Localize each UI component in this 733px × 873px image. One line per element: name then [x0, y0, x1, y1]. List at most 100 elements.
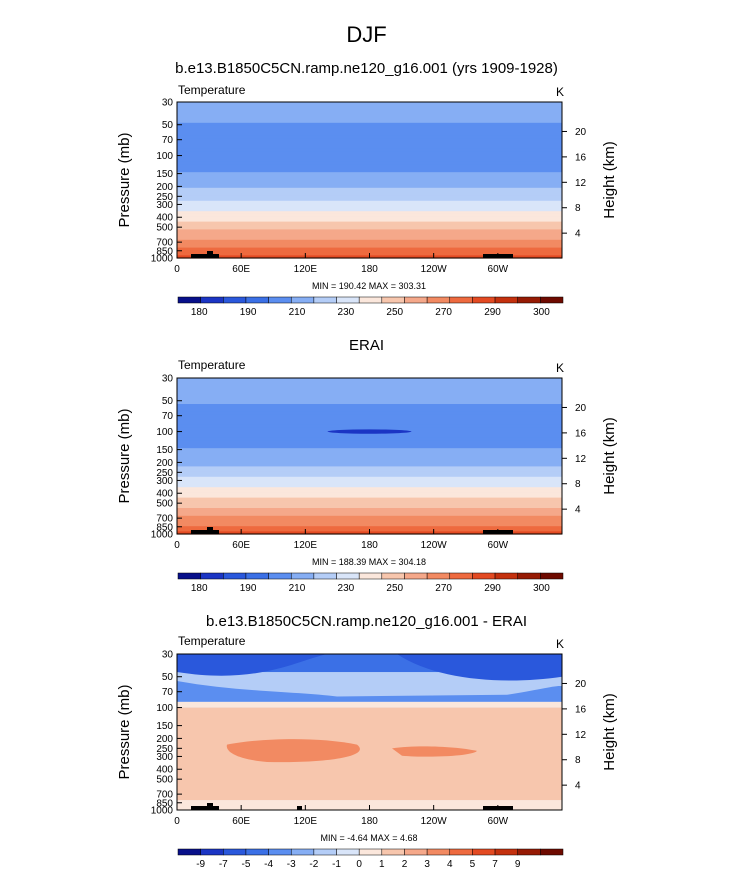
y-tick-label: 70	[162, 411, 174, 422]
right-y-tick-label: 12	[575, 178, 587, 189]
temperature-band	[177, 242, 562, 246]
temperature-band	[177, 487, 562, 491]
temperature-band	[177, 200, 562, 204]
topography-mark	[191, 254, 219, 258]
panel-2-units: K	[556, 361, 565, 375]
y-tick-label: 700	[156, 514, 173, 525]
temperature-band	[177, 172, 562, 176]
colorbar-swatch	[404, 572, 428, 580]
x-tick-label: 180	[361, 540, 378, 551]
y-tick-label: 300	[156, 752, 173, 763]
y-tick-label: 500	[156, 775, 173, 786]
colorbar-label: -4	[264, 859, 273, 870]
temperature-band	[177, 495, 562, 499]
temperature-band	[177, 419, 562, 423]
right-y-tick-label: 8	[575, 203, 581, 214]
temperature-band	[177, 109, 562, 113]
colorbar-swatch	[268, 296, 292, 304]
temperature-band	[177, 437, 562, 441]
temperature-band	[177, 169, 562, 173]
x-tick-label: 120E	[294, 264, 318, 275]
right-y-axis-label: Height (km)	[601, 417, 618, 495]
y-tick-label: 500	[156, 499, 173, 510]
temperature-band	[177, 211, 562, 215]
temperature-band	[177, 510, 562, 514]
temperature-band	[177, 117, 562, 121]
y-tick-label: 150	[156, 721, 173, 732]
y-tick-label: 100	[156, 703, 173, 714]
diff-transition-band	[177, 701, 562, 708]
panel-1-minmax: MIN = 190.42 MAX = 303.31	[311, 281, 427, 291]
temperature-band	[177, 193, 562, 197]
panel-1-title: b.e13.B1850C5CN.ramp.ne120_g16.001 (yrs …	[175, 60, 558, 77]
colorbar-swatch	[358, 572, 383, 580]
temperature-band	[177, 237, 562, 241]
colorbar-label: 230	[338, 307, 355, 318]
temperature-band	[177, 221, 562, 225]
diff-upper-region	[177, 680, 562, 702]
temperature-band	[177, 471, 562, 475]
y-tick-label: 70	[162, 135, 174, 146]
temperature-band	[177, 115, 562, 119]
temperature-band	[177, 417, 562, 421]
y-tick-label: 200	[156, 182, 173, 193]
y-tick-label: 200	[156, 734, 173, 745]
topography-mark	[297, 806, 302, 810]
temperature-band	[177, 458, 562, 462]
colorbar-label: -2	[309, 859, 318, 870]
temperature-band	[177, 187, 562, 191]
colorbar-swatch	[177, 296, 201, 304]
colorbar-swatch	[472, 848, 496, 856]
temperature-band	[177, 388, 562, 392]
colorbar-swatch	[358, 848, 383, 856]
temperature-band	[177, 174, 562, 178]
panel-3-title: b.e13.B1850C5CN.ramp.ne120_g16.001 - ERA…	[205, 613, 528, 630]
temperature-band	[177, 180, 562, 184]
right-y-tick-label: 12	[575, 730, 587, 741]
temperature-band	[177, 229, 562, 233]
x-tick-label: 120E	[294, 540, 318, 551]
colorbar-label: 3	[424, 859, 430, 870]
colorbar-swatch	[268, 572, 292, 580]
colorbar-swatch	[381, 296, 405, 304]
colorbar-swatch	[200, 572, 224, 580]
colorbar-swatch	[517, 296, 541, 304]
temperature-band	[177, 128, 562, 132]
y-tick-label: 250	[156, 192, 173, 203]
temperature-band	[177, 398, 562, 402]
y-tick-label: 250	[156, 468, 173, 479]
temperature-band	[177, 380, 562, 384]
temperature-band	[177, 526, 562, 530]
colorbar-label: 210	[289, 583, 306, 594]
temperature-band	[177, 411, 562, 415]
colorbar-swatch	[449, 848, 473, 856]
colorbar-swatch	[404, 296, 428, 304]
right-y-tick-label: 20	[575, 679, 587, 690]
x-tick-label: 60E	[232, 816, 250, 827]
temperature-band	[177, 378, 562, 382]
temperature-band	[177, 122, 562, 126]
temperature-band	[177, 164, 562, 168]
y-tick-label: 850	[156, 798, 173, 809]
colorbar-swatch	[472, 572, 496, 580]
colorbar-label: 5	[470, 859, 476, 870]
temperature-band	[177, 427, 562, 431]
colorbar-label: 250	[386, 307, 403, 318]
colorbar-swatch	[426, 572, 451, 580]
temperature-band	[177, 133, 562, 137]
y-tick-label: 50	[162, 120, 174, 131]
temperature-band	[177, 226, 562, 230]
colorbar-label: 210	[289, 307, 306, 318]
right-y-tick-label: 4	[575, 505, 581, 516]
colorbar-label: 270	[435, 307, 452, 318]
temperature-band	[177, 461, 562, 465]
y-tick-label: 850	[156, 522, 173, 533]
temperature-band	[177, 474, 562, 478]
y-tick-label: 150	[156, 169, 173, 180]
colorbar-swatch	[494, 296, 518, 304]
right-y-axis-label: Height (km)	[601, 141, 618, 219]
colorbar-label: 180	[191, 583, 208, 594]
colorbar-label: 7	[492, 859, 498, 870]
temperature-band	[177, 141, 562, 145]
